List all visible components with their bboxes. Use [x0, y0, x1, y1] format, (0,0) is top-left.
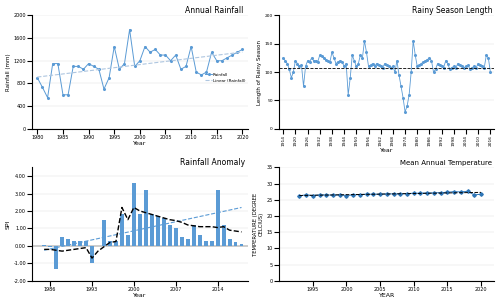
Bar — [132, 183, 136, 246]
Rainfall — [188, 45, 194, 48]
Rainfall — [142, 45, 148, 48]
Bar — [102, 220, 106, 246]
Rainfall — [111, 45, 117, 48]
Rainfall — [147, 50, 153, 54]
Bar — [240, 244, 244, 246]
Rainfall — [152, 47, 158, 51]
Rainfall — [183, 64, 189, 68]
Bar — [90, 246, 94, 263]
Text: Annual Rainfall: Annual Rainfall — [185, 5, 243, 15]
Bar — [180, 237, 184, 246]
Rainfall — [40, 86, 46, 89]
Rainfall — [126, 28, 132, 31]
Rainfall — [198, 73, 204, 77]
Bar — [198, 235, 202, 246]
Rainfall — [80, 67, 86, 71]
Bar — [150, 214, 154, 246]
Rainfall — [122, 62, 128, 65]
Rainfall — [55, 62, 61, 65]
Line: Rainfall: Rainfall — [36, 29, 243, 98]
X-axis label: Year: Year — [133, 293, 146, 299]
Rainfall — [86, 62, 91, 65]
X-axis label: Year: Year — [133, 141, 146, 147]
Bar — [114, 241, 118, 246]
Rainfall — [96, 67, 102, 71]
Rainfall — [132, 64, 138, 68]
Rainfall — [214, 59, 220, 63]
Rainfall — [50, 62, 56, 65]
Bar — [120, 214, 124, 246]
Rainfall — [178, 67, 184, 71]
Rainfall — [137, 59, 143, 63]
Rainfall — [70, 64, 76, 68]
Y-axis label: TEMPERATURE (DEGREE
CELCIUS): TEMPERATURE (DEGREE CELCIUS) — [253, 192, 264, 256]
Rainfall — [60, 93, 66, 97]
Rainfall — [193, 70, 199, 74]
Bar — [204, 241, 208, 246]
Rainfall — [90, 64, 96, 68]
Text: Rainfall Anomaly: Rainfall Anomaly — [180, 157, 246, 167]
Bar — [48, 246, 52, 247]
Bar — [174, 228, 178, 246]
Rainfall — [219, 59, 225, 63]
Rainfall — [168, 59, 173, 63]
Rainfall — [208, 50, 214, 54]
Bar — [60, 237, 64, 246]
Text: Mean Annual Temperature: Mean Annual Temperature — [400, 160, 492, 166]
Bar — [138, 214, 142, 246]
Bar — [168, 225, 172, 246]
Bar — [126, 235, 130, 246]
Bar — [216, 190, 220, 246]
Bar — [66, 239, 70, 246]
Bar — [210, 241, 214, 246]
Rainfall — [101, 87, 107, 91]
Bar — [144, 190, 148, 246]
Rainfall — [240, 47, 246, 51]
Bar — [222, 225, 226, 246]
X-axis label: Year: Year — [380, 147, 394, 153]
Bar — [156, 216, 160, 246]
Bar — [54, 246, 58, 268]
Bar — [42, 245, 46, 246]
Text: Rainy Season Length: Rainy Season Length — [412, 5, 492, 15]
Rainfall — [162, 53, 168, 57]
Bar — [186, 239, 190, 246]
Rainfall — [229, 53, 235, 57]
Bar — [78, 241, 82, 246]
Y-axis label: Rainfall (mm): Rainfall (mm) — [6, 53, 10, 91]
Rainfall — [44, 96, 51, 99]
Bar — [192, 225, 196, 246]
Bar — [228, 239, 232, 246]
Rainfall — [204, 70, 210, 74]
Bar — [162, 218, 166, 246]
Rainfall — [224, 56, 230, 60]
X-axis label: YEAR: YEAR — [378, 293, 395, 299]
Bar — [84, 241, 88, 246]
Y-axis label: Length of Rainy Season: Length of Rainy Season — [256, 40, 262, 105]
Rainfall — [172, 53, 178, 57]
Rainfall — [116, 67, 122, 71]
Y-axis label: SPI: SPI — [6, 219, 10, 229]
Legend: Rainfall, Linear (Rainfall): Rainfall, Linear (Rainfall) — [206, 73, 246, 83]
Rainfall — [158, 53, 164, 57]
Rainfall — [234, 50, 240, 54]
Rainfall — [106, 76, 112, 80]
Rainfall — [65, 93, 71, 97]
Bar — [234, 242, 237, 246]
Rainfall — [76, 64, 82, 68]
Rainfall — [34, 76, 40, 80]
Bar — [72, 241, 76, 246]
Bar — [108, 241, 112, 246]
